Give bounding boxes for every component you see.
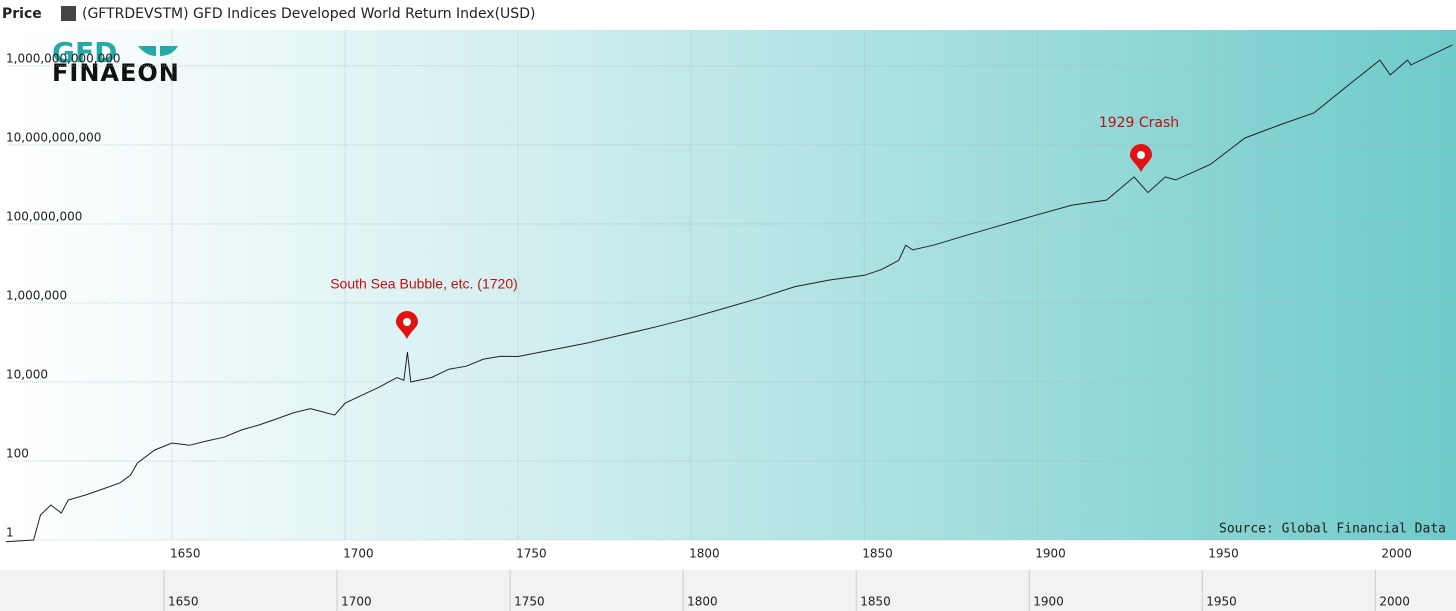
price-line [5,44,1453,543]
annotation-pin-dot [1137,151,1145,159]
x-tick-label: 1650 [170,547,201,561]
navigator-tick-label: 2000 [1379,595,1410,609]
x-tick-label: 1850 [862,547,893,561]
legend-text: (GFTRDEVSTM) GFD Indices Developed World… [82,6,535,22]
logo-leaf [138,46,178,56]
annotation-text: 1929 Crash [1099,115,1179,131]
logo-top: GFD [52,36,117,69]
y-tick-label: 1,000,000,000,000 [6,51,121,65]
x-tick-label: 1950 [1208,547,1239,561]
navigator-tick-label: 1900 [1033,595,1064,609]
navigator-tick-label: 1650 [168,595,199,609]
legend-swatch [61,6,76,21]
x-tick-label: 2000 [1381,547,1412,561]
x-tick-label: 1700 [343,547,374,561]
navigator [0,570,1456,611]
navigator-tick-label: 1850 [860,595,891,609]
navigator-tick-label: 1800 [687,595,718,609]
x-tick-label: 1900 [1035,547,1066,561]
y-tick-label: 1,000,000 [6,288,67,302]
y-tick-label: 100 [6,446,29,460]
annotation-text: South Sea Bubble, etc. (1720) [330,276,518,292]
source-note: Source: Global Financial Data [1219,522,1446,537]
plot-background [8,30,1456,540]
annotation-pin-dot [403,318,411,326]
logo-bottom: FINAEON [52,59,180,87]
navigator-tick-label: 1750 [514,595,545,609]
y-tick-label: 100,000,000 [6,209,82,223]
y-tick-label: 10,000,000,000 [6,130,101,144]
navigator-tick-label: 1700 [341,595,372,609]
y-tick-label: 1 [6,526,14,540]
navigator-tick-label: 1950 [1206,595,1237,609]
x-tick-label: 1800 [689,547,720,561]
y-tick-label: 10,000 [6,367,48,381]
header-label: Price [2,6,42,22]
x-tick-label: 1750 [516,547,547,561]
